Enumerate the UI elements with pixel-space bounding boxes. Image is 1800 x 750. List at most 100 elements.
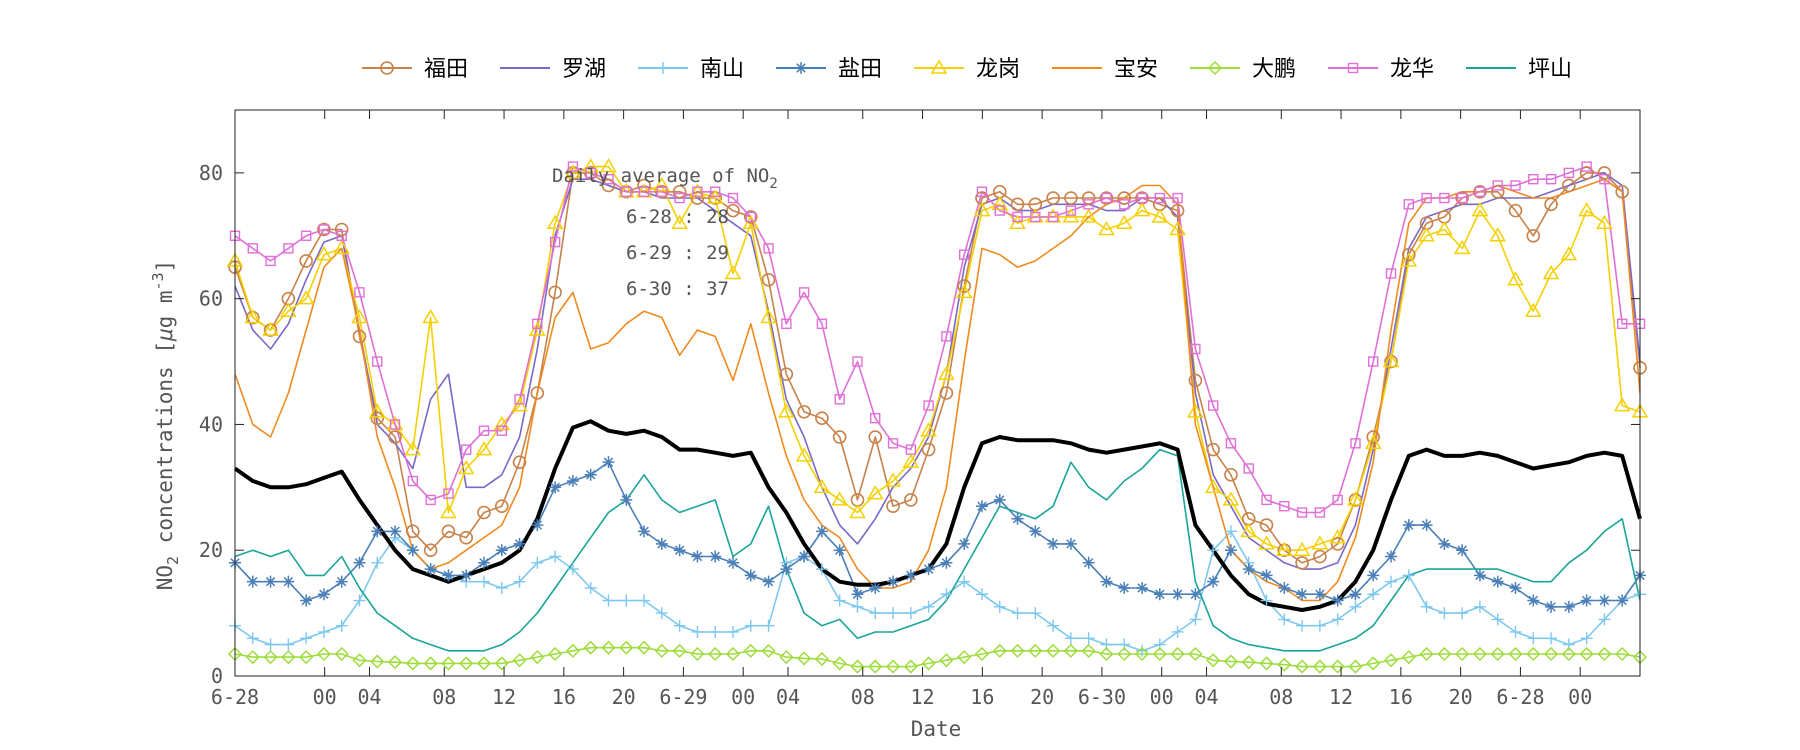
data-point <box>1030 211 1041 223</box>
data-point <box>1151 208 1169 223</box>
data-point <box>744 569 757 582</box>
data-point <box>602 594 615 607</box>
data-point <box>282 638 295 651</box>
data-point <box>1437 646 1452 662</box>
data-point <box>1385 268 1397 279</box>
data-point <box>282 575 295 588</box>
data-point <box>904 493 918 507</box>
data-point <box>1098 221 1115 236</box>
data-point <box>1240 522 1258 538</box>
data-point <box>281 650 296 665</box>
data-point <box>1207 575 1220 588</box>
data-point <box>353 556 366 569</box>
data-point <box>300 594 313 607</box>
data-point <box>1296 588 1309 601</box>
data-point <box>1544 646 1559 662</box>
data-point <box>1296 619 1309 632</box>
data-point <box>1010 643 1025 658</box>
data-point <box>1491 575 1504 588</box>
data-point <box>1258 535 1275 550</box>
series-line-南山 <box>234 530 1641 652</box>
data-point <box>1311 535 1329 550</box>
series-line-龙岗 <box>234 165 1641 552</box>
data-point <box>1259 518 1274 532</box>
data-point <box>1243 463 1254 474</box>
series-lines <box>233 165 1642 668</box>
data-point <box>531 519 544 532</box>
data-point <box>1136 581 1149 594</box>
data-point <box>459 530 474 545</box>
data-point <box>833 594 846 607</box>
data-point <box>478 425 490 436</box>
data-point <box>440 504 457 519</box>
data-point <box>991 195 1009 211</box>
data-point <box>1526 228 1541 243</box>
data-point <box>1012 211 1023 223</box>
data-point <box>317 588 330 601</box>
data-point <box>1278 581 1291 594</box>
data-point <box>1453 239 1471 255</box>
data-point <box>1436 221 1453 236</box>
data-point <box>1385 550 1398 563</box>
data-point <box>317 222 331 237</box>
data-point <box>585 167 596 179</box>
data-point <box>1402 569 1415 582</box>
data-point <box>1275 541 1293 556</box>
data-point <box>1489 227 1507 242</box>
data-point <box>1438 537 1451 550</box>
data-point <box>743 210 758 224</box>
data-point <box>708 646 723 662</box>
data-point <box>1615 646 1630 662</box>
data-point <box>1171 588 1184 601</box>
data-point <box>638 186 650 197</box>
data-point <box>1011 607 1024 620</box>
data-point <box>1190 343 1201 355</box>
data-point <box>1136 192 1148 204</box>
data-point <box>866 485 884 500</box>
annotation-line-3: 6-30 : 37 <box>626 278 729 300</box>
data-point <box>1561 646 1576 662</box>
data-point <box>1153 588 1166 601</box>
data-point <box>494 656 509 671</box>
data-point <box>1172 192 1183 204</box>
data-point <box>1439 192 1450 204</box>
data-point <box>1206 442 1220 457</box>
data-point <box>869 581 882 594</box>
data-point <box>476 656 492 671</box>
x-tick-label: 20 <box>612 685 636 709</box>
y-axis-label: NO2 concentrations [μg m-3] <box>149 260 182 591</box>
annotation-line-1: 6-28 : 28 <box>626 206 729 228</box>
data-point <box>546 214 564 229</box>
legend-marker <box>795 62 807 74</box>
data-point <box>1383 653 1399 668</box>
data-point <box>885 659 901 674</box>
data-point <box>1527 632 1540 645</box>
data-point <box>868 659 883 674</box>
data-point <box>672 643 687 658</box>
data-point <box>512 455 527 469</box>
x-tick-label: 12 <box>1329 685 1353 709</box>
data-point <box>672 184 687 199</box>
data-point <box>1599 173 1610 185</box>
data-point <box>1207 400 1219 411</box>
data-point <box>886 499 900 514</box>
data-point <box>780 563 793 576</box>
series-markers-龙华 <box>229 161 1646 518</box>
data-point <box>1364 434 1382 450</box>
data-point <box>1472 646 1488 662</box>
data-point <box>1277 657 1292 672</box>
legend-item: 盐田 <box>776 57 882 82</box>
data-point <box>1099 646 1114 662</box>
series-line-福田 <box>234 172 1641 564</box>
data-point <box>1350 438 1361 449</box>
data-point <box>1562 600 1575 613</box>
data-point <box>761 643 776 658</box>
x-tick-label: 04 <box>776 685 800 709</box>
data-point <box>1329 529 1346 544</box>
data-point <box>779 650 794 665</box>
data-point <box>1082 632 1095 645</box>
data-point <box>1279 501 1290 512</box>
data-point <box>673 544 686 557</box>
data-point <box>1528 173 1539 185</box>
data-point <box>1562 178 1576 193</box>
